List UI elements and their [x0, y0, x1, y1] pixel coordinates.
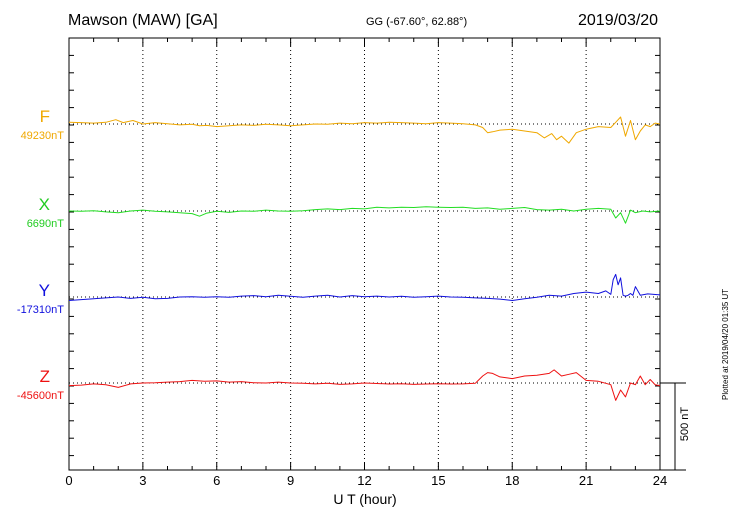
trace-x	[68, 206, 661, 224]
date-label: 2019/03/20	[578, 12, 659, 29]
scale-bar-label: 500 nT	[679, 406, 691, 442]
traces	[68, 116, 661, 401]
baseline-label-f: 49230nT	[20, 130, 64, 142]
grid-lines	[142, 38, 587, 470]
x-tick-label: 0	[65, 473, 73, 488]
x-tick-label: 24	[652, 473, 668, 488]
component-label-y: Y	[38, 281, 50, 300]
coordinates-label: GG (-67.60°, 62.88°)	[366, 16, 468, 28]
x-tick-label: 18	[505, 473, 520, 488]
baseline-lines	[69, 123, 660, 384]
plotted-timestamp: Plotted at 2019/04/20 01:35 UT	[721, 288, 730, 400]
x-axis-label: U T (hour)	[333, 491, 397, 507]
x-tick-label: 12	[357, 473, 372, 488]
component-label-z: Z	[39, 367, 50, 386]
x-tick-label: 3	[139, 473, 147, 488]
trace-z	[68, 369, 661, 401]
x-tick-label: 9	[287, 473, 295, 488]
scale-bar	[660, 382, 686, 471]
baseline-label-z: -45600nT	[16, 390, 64, 402]
x-tick-label: 15	[431, 473, 446, 488]
trace-y	[68, 273, 661, 301]
station-title: Mawson (MAW) [GA]	[68, 12, 218, 29]
baseline-label-x: 6690nT	[26, 218, 64, 230]
trace-f	[68, 116, 661, 144]
component-label-x: X	[38, 195, 50, 214]
x-tick-label: 6	[213, 473, 221, 488]
baseline-label-y: -17310nT	[16, 304, 64, 316]
x-tick-label: 21	[578, 473, 594, 488]
axis-ticks	[68, 37, 661, 470]
component-label-f: F	[39, 107, 50, 126]
